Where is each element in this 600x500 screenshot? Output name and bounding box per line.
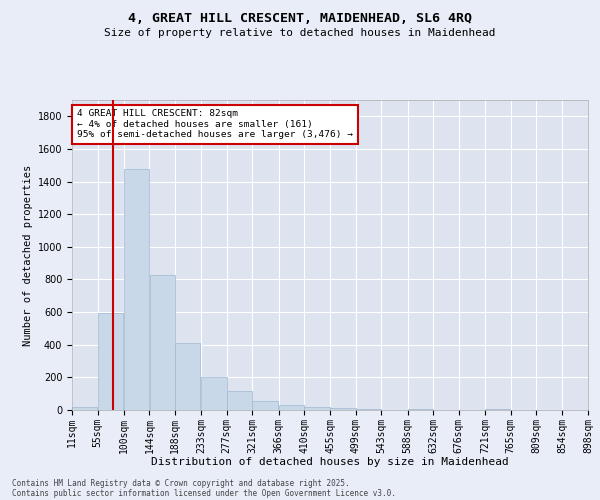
Bar	[356, 409, 382, 410]
Bar	[149, 274, 175, 410]
Bar	[201, 376, 227, 410]
Text: 4 GREAT HILL CRESCENT: 82sqm
← 4% of detached houses are smaller (161)
95% of se: 4 GREAT HILL CRESCENT: 82sqm ← 4% of det…	[77, 110, 353, 139]
Bar	[227, 391, 252, 410]
Bar	[304, 406, 329, 410]
Bar	[124, 168, 149, 410]
Bar	[72, 406, 97, 410]
Bar	[175, 343, 200, 410]
Text: Contains HM Land Registry data © Crown copyright and database right 2025.: Contains HM Land Registry data © Crown c…	[12, 478, 350, 488]
Bar	[253, 401, 278, 410]
Y-axis label: Number of detached properties: Number of detached properties	[23, 164, 34, 346]
Bar	[331, 408, 356, 410]
Text: Size of property relative to detached houses in Maidenhead: Size of property relative to detached ho…	[104, 28, 496, 38]
Text: 4, GREAT HILL CRESCENT, MAIDENHEAD, SL6 4RQ: 4, GREAT HILL CRESCENT, MAIDENHEAD, SL6 …	[128, 12, 472, 26]
Text: Contains public sector information licensed under the Open Government Licence v3: Contains public sector information licen…	[12, 488, 396, 498]
Bar	[98, 313, 123, 410]
Bar	[485, 409, 511, 410]
Bar	[408, 409, 433, 410]
X-axis label: Distribution of detached houses by size in Maidenhead: Distribution of detached houses by size …	[151, 457, 509, 467]
Bar	[278, 405, 304, 410]
